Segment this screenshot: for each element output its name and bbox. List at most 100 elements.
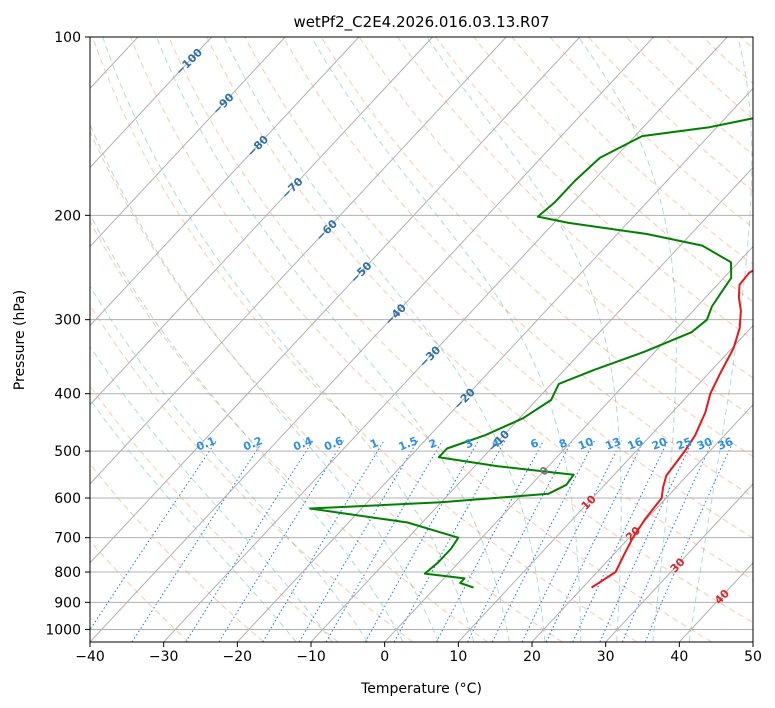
- mixing-ratio-line: [185, 440, 314, 642]
- isotherm-line: [90, 37, 507, 485]
- dry-adiabat: [397, 37, 753, 379]
- x-axis-label: Temperature (°C): [360, 681, 482, 697]
- x-tick-label: 10: [449, 649, 467, 665]
- dry-adiabat: [473, 37, 753, 303]
- isotherm-line: [310, 166, 753, 642]
- dry-adiabat: [90, 385, 339, 642]
- mixing-ratio-label: 3: [463, 436, 475, 451]
- isotherm-label: −80: [245, 133, 272, 160]
- x-tick-label: 40: [670, 649, 688, 665]
- mixing-ratio-label: 8: [557, 436, 569, 451]
- dry-adiabat: [664, 37, 753, 120]
- isotherm-line: [531, 404, 753, 642]
- temperature-profile-line: [590, 269, 753, 589]
- moist-adiabat: [90, 398, 297, 642]
- dry-adiabat: [90, 540, 190, 642]
- mixing-ratio-label: 16: [626, 435, 645, 453]
- mixing-ratio-line: [393, 440, 506, 642]
- isotherm-line: [605, 483, 753, 642]
- mixing-ratio-line: [644, 440, 735, 642]
- dry-adiabat: [90, 130, 563, 642]
- mixing-ratio-line: [131, 440, 264, 642]
- mixing-ratio-line: [521, 440, 623, 642]
- background-guide-lines: [90, 37, 753, 642]
- y-tick-label: 900: [54, 595, 81, 611]
- mixing-ratio-line: [621, 440, 714, 642]
- x-tick-label: 50: [744, 649, 762, 665]
- mixing-ratio-line: [262, 440, 385, 642]
- mixing-ratio-label: 30: [695, 435, 714, 453]
- y-tick-label: 600: [54, 491, 81, 507]
- dry-adiabat: [91, 37, 638, 642]
- guide-labels: 0.1 0.2 0.4 0.6 1 1.5 2 3 4 6 8 10 13 16 20 25 30 36−100−…: [173, 46, 735, 607]
- isotherm-line: [163, 37, 728, 642]
- dry-adiabat: [206, 37, 753, 581]
- isotherm-line: [90, 37, 654, 642]
- x-tick-label: 20: [523, 649, 541, 665]
- isotherm-line: [752, 641, 753, 642]
- series-layer: [309, 117, 753, 589]
- moist-adiabat: [578, 37, 677, 642]
- isotherm-line: [384, 245, 753, 642]
- isotherm-line: [90, 37, 286, 248]
- dry-adiabat: [90, 304, 414, 642]
- mixing-ratio-line: [599, 440, 693, 642]
- isotherm-line: [90, 37, 360, 327]
- moist-adiabat: [223, 37, 546, 642]
- isotherm-line: [90, 37, 212, 169]
- moist-adiabat: [90, 213, 404, 642]
- isotherm-label: −60: [313, 217, 340, 244]
- mixing-ratio-label: 10: [576, 435, 595, 453]
- y-tick-label: 100: [54, 30, 81, 46]
- moist-adiabat: [102, 37, 475, 642]
- moist-adiabat: [90, 123, 439, 642]
- isotherm-label: −70: [279, 175, 306, 202]
- y-tick-label: 700: [54, 531, 81, 547]
- x-tick-label: −10: [296, 649, 326, 665]
- moist-adiabat: [90, 345, 333, 642]
- isotherm-label: −90: [210, 90, 237, 117]
- isotherm-label: −10: [486, 427, 513, 454]
- isotherm-label: −50: [348, 259, 375, 286]
- mixing-ratio-label: 1: [368, 436, 380, 451]
- dry-adiabat: [740, 37, 753, 49]
- dewpoint-profile-line: [309, 117, 753, 589]
- isotherm-line: [457, 324, 753, 642]
- dry-adiabat: [282, 37, 753, 498]
- isotherm-label: −40: [382, 301, 409, 328]
- mixing-ratio-line: [467, 440, 573, 642]
- moist-adiabat: [90, 285, 369, 642]
- x-tick-label: −20: [223, 649, 253, 665]
- moist-adiabat: [426, 37, 622, 642]
- x-tick-label: −30: [149, 649, 179, 665]
- dry-adiabat: [130, 37, 712, 642]
- mixing-ratio-label: 25: [675, 435, 694, 453]
- isotherm-label: −100: [173, 46, 205, 78]
- grid-lines: [0, 37, 753, 642]
- mixing-ratio-label: 36: [716, 435, 735, 453]
- isotherm-line: [0, 37, 64, 642]
- y-axis-label: Pressure (hPa): [12, 290, 28, 390]
- mixing-ratio-line: [491, 440, 596, 642]
- isotherm-label: −30: [417, 343, 444, 370]
- isotherm-line: [678, 562, 753, 642]
- y-tick-label: 500: [54, 444, 81, 460]
- x-tick-label: −40: [75, 649, 105, 665]
- mixing-ratio-label: 13: [604, 435, 623, 453]
- isotherm-line: [236, 87, 753, 642]
- moist-adiabat: [156, 37, 510, 642]
- isotherm-line: [90, 37, 581, 564]
- mixing-ratio-line: [364, 440, 479, 642]
- plot-frame: [89, 36, 754, 643]
- moist-adiabat: [688, 37, 753, 642]
- mixing-ratio-line: [325, 440, 443, 642]
- y-tick-label: 400: [54, 387, 81, 403]
- mixing-ratio-line: [298, 440, 419, 642]
- y-tick-label: 800: [54, 565, 81, 581]
- dry-adiabat: [435, 37, 753, 341]
- isotherm-line: [90, 37, 433, 406]
- chart-title: wetPf2_C2E4.2026.016.03.13.R07: [293, 13, 549, 32]
- mixing-ratio-line: [90, 440, 217, 631]
- x-tick-label: 30: [597, 649, 615, 665]
